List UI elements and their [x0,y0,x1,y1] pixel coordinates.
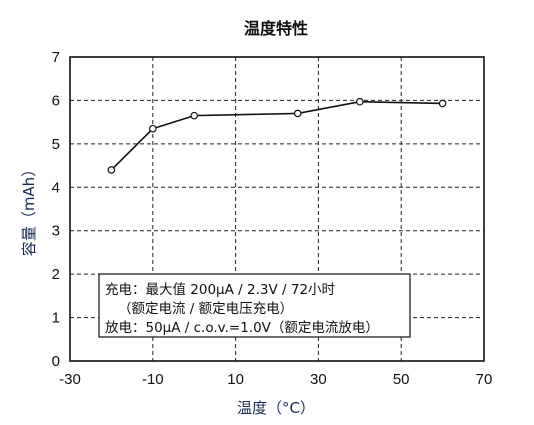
note-line-charge-detail: （额定电流 / 额定电压充电） [118,301,293,317]
note-line-charge: 充电：最大值 200μA / 2.3V / 72小时 [105,282,335,298]
conditions-note: 充电：最大值 200μA / 2.3V / 72小时 （额定电流 / 额定电压充… [98,273,411,338]
x-tick-label: 10 [227,371,244,388]
conditions-note-box [98,273,411,338]
series-line [110,100,443,171]
data-point [293,109,302,118]
y-tick-label: 2 [52,266,60,283]
y-tick-label: 1 [52,310,60,327]
x-axis-label: 温度（°C） [237,399,315,417]
tick-labels: -30 -10 10 30 50 70 0 1 2 3 4 5 6 7 [52,49,493,388]
plot-frame [69,56,485,362]
y-tick-label: 7 [52,49,60,66]
y-tick-label: 0 [52,353,60,370]
y-axis-label: 容量（mAh） [20,162,38,256]
data-point [438,99,447,108]
data-point [107,166,116,174]
chart-title: 温度特性 [243,19,308,38]
y-tick-label: 3 [52,223,60,240]
x-tick-label: 50 [393,371,410,388]
y-tick-label: 5 [52,136,60,153]
y-tick-label: 6 [52,92,60,109]
data-point [190,111,199,120]
note-line-discharge: 放电：50μA / c.o.v.=1.0V（额定电流放电） [105,320,379,336]
data-point [355,97,364,106]
x-tick-label: 30 [310,371,327,388]
x-tick-label: -30 [59,371,81,388]
data-point [149,124,157,133]
x-tick-label: 70 [476,371,493,388]
series [107,97,447,174]
x-tick-label: -10 [142,371,164,388]
y-tick-label: 4 [52,179,60,196]
